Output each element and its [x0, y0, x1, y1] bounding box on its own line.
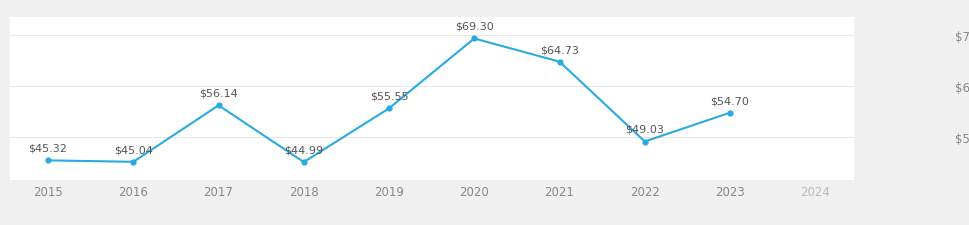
Text: $44.99: $44.99: [284, 145, 323, 155]
Text: $45.32: $45.32: [29, 143, 68, 153]
Text: $69.30: $69.30: [454, 22, 493, 32]
Text: $54.70: $54.70: [710, 96, 749, 106]
Text: $56.14: $56.14: [199, 88, 237, 98]
Text: $55.55: $55.55: [369, 91, 408, 101]
Text: $64.73: $64.73: [540, 45, 578, 55]
Text: $49.03: $49.03: [625, 124, 664, 134]
Text: $45.04: $45.04: [113, 144, 152, 155]
